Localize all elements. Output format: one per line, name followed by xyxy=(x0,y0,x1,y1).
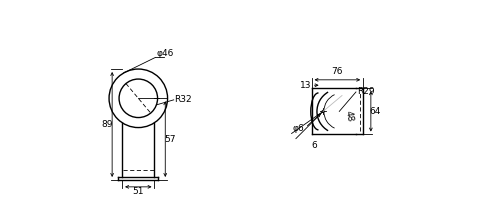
Text: R29: R29 xyxy=(357,87,375,96)
Text: 6: 6 xyxy=(311,141,317,150)
Text: φ46: φ46 xyxy=(156,49,174,58)
Text: 57: 57 xyxy=(164,135,176,144)
Text: 76: 76 xyxy=(332,67,343,76)
Text: 48: 48 xyxy=(344,110,355,122)
Text: 89: 89 xyxy=(101,120,112,129)
Text: 51: 51 xyxy=(133,187,144,195)
Text: R32: R32 xyxy=(175,95,192,104)
Text: 64: 64 xyxy=(370,107,381,116)
Text: 13: 13 xyxy=(300,81,312,90)
Text: φ6: φ6 xyxy=(292,124,304,133)
